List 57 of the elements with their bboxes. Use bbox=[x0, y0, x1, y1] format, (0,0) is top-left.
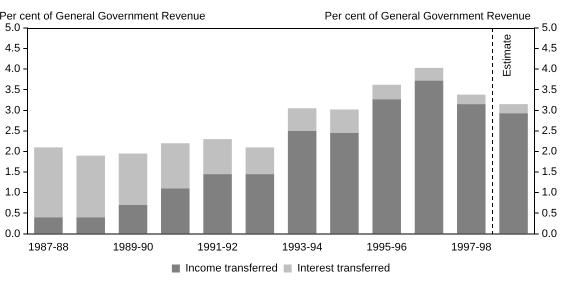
bar bbox=[372, 99, 401, 234]
y2-tick-label: 0.5 bbox=[542, 207, 558, 220]
y2-tick-label: 1.5 bbox=[542, 166, 558, 178]
y-axis-title: Per cent of General Government Revenue bbox=[0, 10, 206, 23]
y-tick-label: 1.0 bbox=[4, 186, 20, 199]
bar bbox=[414, 68, 444, 81]
bar bbox=[457, 94, 486, 104]
bar bbox=[372, 84, 401, 100]
y2-axis-title: Per cent of General Government Revenue bbox=[324, 10, 531, 23]
y2-tick-label: 4.0 bbox=[542, 63, 558, 76]
bar bbox=[499, 104, 528, 114]
x-tick-label: 1989-90 bbox=[112, 241, 154, 254]
y2-tick-label: 3.5 bbox=[542, 84, 558, 96]
legend-label: Interest transferred bbox=[297, 262, 390, 275]
bar bbox=[414, 80, 444, 234]
bar bbox=[288, 130, 316, 234]
bar bbox=[499, 113, 528, 234]
y-tick-label: 4.0 bbox=[4, 63, 20, 76]
bar bbox=[76, 217, 105, 234]
bar bbox=[330, 109, 359, 133]
annotation: Estimate bbox=[502, 34, 514, 77]
y-tick-label: 0.0 bbox=[4, 228, 20, 240]
y2-tick-label: 2.0 bbox=[542, 146, 558, 158]
y2-tick-label: 1.0 bbox=[542, 186, 558, 199]
x-tick-label: 1987-88 bbox=[28, 241, 69, 254]
y-tick-label: 3.0 bbox=[4, 104, 20, 116]
y-tick-label: 0.5 bbox=[4, 207, 20, 220]
bar bbox=[330, 132, 359, 234]
x-tick-label: 1993-94 bbox=[282, 241, 322, 254]
x-tick-label: 1995-96 bbox=[366, 241, 407, 254]
y-tick-label: 1.5 bbox=[4, 166, 20, 178]
bar bbox=[34, 217, 63, 234]
y-tick-label: 2.5 bbox=[4, 124, 20, 137]
legend-label: Income transferred bbox=[185, 262, 278, 275]
bar bbox=[203, 174, 232, 234]
bar bbox=[161, 188, 190, 234]
y2-tick-label: 0.0 bbox=[542, 228, 558, 240]
y-tick-label: 4.5 bbox=[4, 42, 20, 55]
y2-tick-label: 2.5 bbox=[542, 124, 558, 137]
y-tick-label: 5.0 bbox=[4, 22, 20, 34]
bar bbox=[118, 204, 148, 234]
y2-tick-label: 5.0 bbox=[542, 22, 558, 34]
bar bbox=[161, 143, 190, 189]
bar bbox=[246, 147, 274, 174]
y2-tick-label: 3.0 bbox=[542, 104, 558, 116]
bar bbox=[246, 174, 274, 234]
y-tick-label: 3.5 bbox=[4, 84, 20, 96]
bar bbox=[34, 147, 63, 218]
bar bbox=[76, 156, 105, 218]
y-tick-label: 2.0 bbox=[4, 146, 20, 158]
bar bbox=[203, 139, 232, 174]
bar bbox=[118, 154, 148, 205]
bar bbox=[457, 104, 486, 234]
x-tick-label: 1997-98 bbox=[451, 241, 492, 254]
x-tick-label: 1991-92 bbox=[197, 241, 238, 254]
y2-tick-label: 4.5 bbox=[542, 42, 558, 55]
bar bbox=[288, 108, 316, 131]
